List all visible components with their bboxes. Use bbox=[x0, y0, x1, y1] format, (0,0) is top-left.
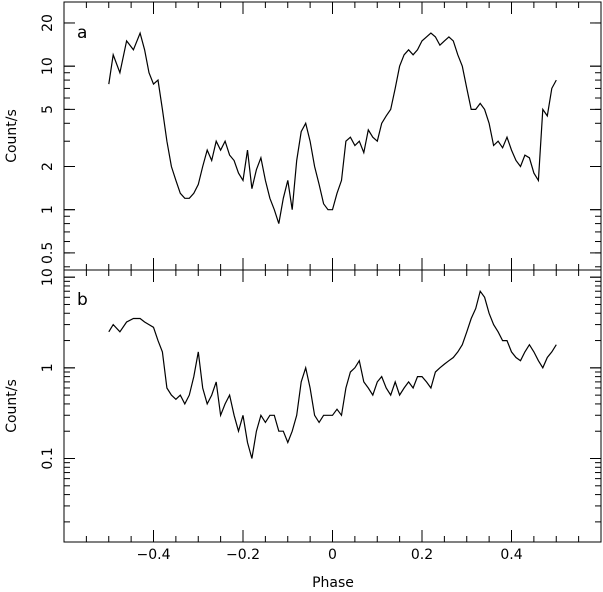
y-tick-label: 1 bbox=[40, 205, 56, 214]
panel-a-series-line bbox=[108, 31, 557, 224]
panel-a-x-ticks bbox=[85, 2, 580, 270]
y-tick-label: 5 bbox=[40, 105, 56, 114]
panel-b-x-ticks bbox=[85, 270, 580, 542]
panel-a-label: a bbox=[77, 23, 87, 43]
panel-b-series-line bbox=[108, 289, 557, 459]
y-tick-label: 10 bbox=[40, 57, 56, 75]
y-tick-label: 10 bbox=[40, 268, 56, 286]
panel-a-y-axis-label: Count/s bbox=[4, 109, 20, 163]
x-tick-label: −0.4 bbox=[137, 547, 171, 563]
panel-a-y-ticks: 0.5 1 2 5 10 20 bbox=[40, 14, 601, 268]
panel-a: 0.5 1 2 5 10 20 a Count/s bbox=[4, 1, 602, 271]
panel-b-y-ticks: 0.1 1 10 bbox=[40, 268, 601, 523]
panel-b-y-axis-label: Count/s bbox=[4, 379, 20, 433]
x-tick-label: 0.4 bbox=[500, 547, 522, 563]
y-tick-label: 0.5 bbox=[40, 242, 56, 264]
panel-b-frame bbox=[63, 269, 602, 543]
x-tick-label: −0.2 bbox=[226, 547, 260, 563]
panel-b: 0.1 1 10 b Count/s −0.4 −0.2 0 0.2 0.4 bbox=[4, 268, 602, 563]
y-tick-label: 2 bbox=[40, 162, 56, 171]
panel-a-frame bbox=[63, 1, 602, 271]
panel-b-label: b bbox=[77, 290, 88, 310]
x-axis-label: Phase bbox=[312, 575, 354, 591]
x-tick-label: 0 bbox=[328, 547, 337, 563]
x-tick-label: 0.2 bbox=[411, 547, 433, 563]
y-tick-label: 1 bbox=[40, 363, 56, 372]
y-tick-label: 20 bbox=[40, 14, 56, 32]
x-tick-labels: −0.4 −0.2 0 0.2 0.4 bbox=[137, 547, 523, 563]
y-tick-label: 0.1 bbox=[40, 447, 56, 469]
